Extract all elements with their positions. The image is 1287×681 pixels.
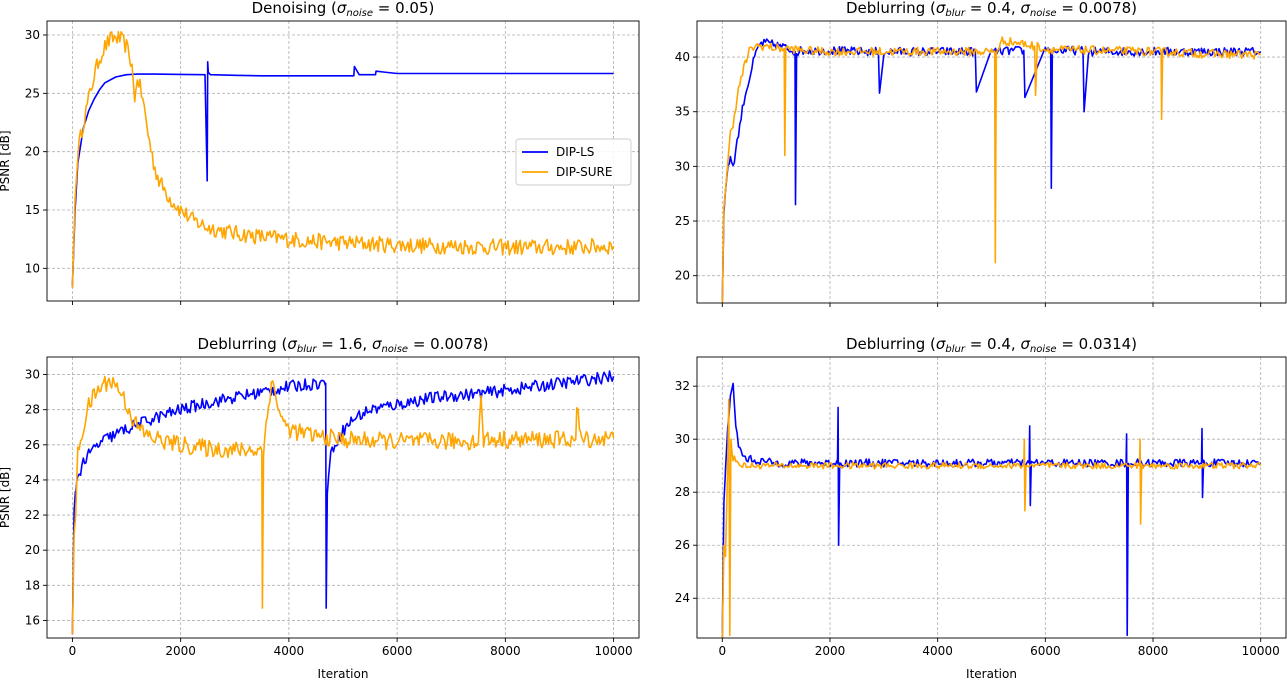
axes-frame (696, 356, 1287, 639)
x-tick-label: 10000 (594, 644, 632, 658)
series-line-dip-sure (721, 36, 1261, 303)
y-tick-label: 30 (675, 432, 690, 446)
y-tick-label: 30 (25, 368, 40, 382)
x-tick-label: 4000 (922, 644, 953, 658)
x-axis-label: Iteration (966, 667, 1017, 681)
axes-frame (696, 20, 1287, 304)
legend-label-dip-sure: DIP-SURE (556, 165, 612, 179)
x-tick-label: 0 (718, 644, 726, 658)
y-tick-label: 10 (25, 261, 40, 275)
y-axis-label: PSNR [dB] (0, 467, 12, 528)
y-tick-label: 30 (25, 28, 40, 42)
x-tick-label: 8000 (490, 644, 521, 658)
x-tick-label: 6000 (1030, 644, 1061, 658)
x-tick-label: 4000 (274, 644, 305, 658)
series-group (71, 31, 615, 289)
axes-frame (46, 356, 640, 639)
x-tick-label: 10000 (1242, 644, 1280, 658)
y-tick-label: 28 (25, 403, 40, 417)
chart-title: Denoising (σnoise = 0.05) (252, 0, 435, 19)
x-tick-label: 2000 (165, 644, 196, 658)
series-group (721, 382, 1262, 638)
series-group (721, 36, 1262, 303)
x-tick-label: 8000 (1138, 644, 1169, 658)
y-axis-label: PSNR [dB] (0, 130, 12, 191)
y-tick-label: 24 (25, 473, 40, 487)
x-tick-label: 0 (69, 644, 77, 658)
y-tick-label: 15 (25, 203, 40, 217)
y-tick-label: 20 (25, 543, 40, 557)
series-line-dip-sure (71, 375, 615, 635)
x-tick-label: 6000 (382, 644, 413, 658)
y-tick-label: 26 (675, 538, 690, 552)
y-tick-label: 28 (675, 485, 690, 499)
series-group (71, 370, 615, 635)
y-tick-label: 22 (25, 508, 40, 522)
y-tick-label: 25 (25, 86, 40, 100)
chart-title: Deblurring (σblur = 0.4, σnoise = 0.0078… (846, 0, 1137, 19)
series-line-dip-sure (71, 31, 615, 289)
series-line-dip-ls (71, 61, 614, 286)
y-tick-label: 20 (675, 269, 690, 283)
chart-title: Deblurring (σblur = 1.6, σnoise = 0.0078… (197, 335, 488, 355)
chart-title: Deblurring (σblur = 0.4, σnoise = 0.0314… (846, 335, 1137, 355)
series-line-dip-sure (721, 398, 1262, 638)
x-axis-label: Iteration (318, 667, 369, 681)
legend: DIP-LS DIP-SURE (515, 138, 632, 186)
y-tick-label: 32 (675, 379, 690, 393)
subplot-deblurring-blur-1.6-noise-0.0078: 0 2000 4000 6000 8000 10000 16 18 20 22 24 26 28 30 De… (0, 335, 640, 681)
x-tick-label: 2000 (815, 644, 846, 658)
legend-box (515, 138, 632, 186)
y-tick-label: 18 (25, 578, 40, 592)
y-tick-label: 30 (675, 159, 690, 173)
y-tick-label: 26 (25, 438, 40, 452)
subplot-denoising: 10 15 20 25 30 Denoising (σnoise = 0.05) PSNR … (0, 0, 640, 305)
legend-label-dip-ls: DIP-LS (556, 145, 594, 159)
subplot-deblurring-blur-0.4-noise-0.0314: 0 2000 4000 6000 8000 10000 24 26 28 30 32 Deblurri… (675, 335, 1287, 681)
y-tick-label: 25 (675, 214, 690, 228)
series-line-dip-ls (721, 382, 1262, 638)
y-tick-label: 16 (25, 613, 40, 627)
y-tick-label: 20 (25, 145, 40, 159)
series-line-dip-ls (721, 38, 1262, 303)
y-tick-label: 35 (675, 105, 690, 119)
y-tick-label: 40 (675, 50, 690, 64)
axes-frame (46, 20, 640, 302)
series-line-dip-ls (71, 370, 615, 635)
subplot-deblurring-blur-0.4-noise-0.0078: 20 25 30 35 40 Deblurring (σblur = 0.4, σnois… (675, 0, 1287, 307)
y-tick-label: 24 (675, 591, 690, 605)
